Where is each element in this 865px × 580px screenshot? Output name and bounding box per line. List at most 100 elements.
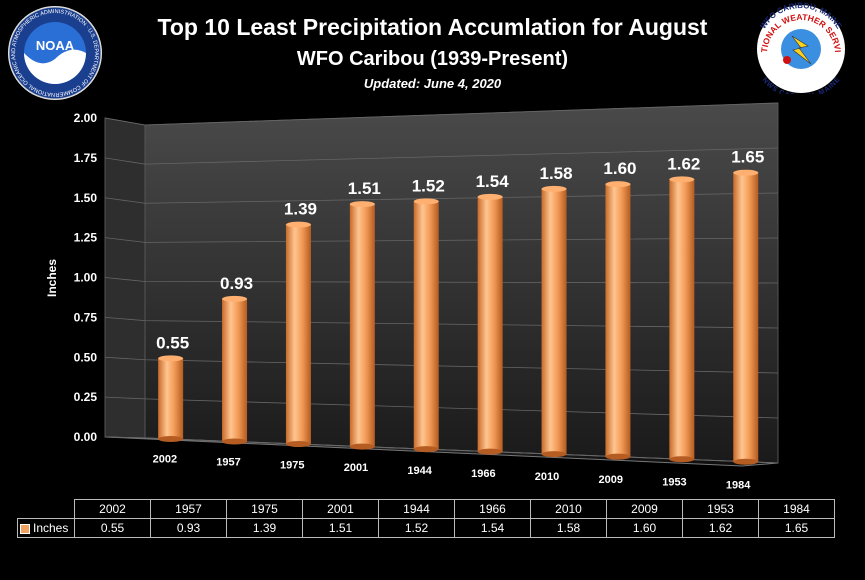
bar — [669, 176, 695, 463]
bar-base — [285, 441, 311, 448]
data-table-corner — [17, 499, 75, 519]
bar-body — [222, 298, 248, 442]
y-tick-label: 0.00 — [74, 430, 98, 444]
x-tick-label: 1984 — [726, 480, 751, 492]
bar-base — [158, 436, 184, 443]
data-table-header-cell: 1953 — [682, 499, 759, 519]
data-table-header-cell: 2009 — [606, 499, 683, 519]
data-table-value-cell: 1.51 — [302, 518, 379, 538]
data-table-header-cell: 2001 — [302, 499, 379, 519]
gridline — [104, 396, 779, 419]
bar — [541, 185, 567, 458]
bar-base — [541, 451, 567, 458]
nws-logo: WFO CARIBOU, MAINE NATIONAL WEATHER SERV… — [742, 2, 845, 94]
data-table: 2002 1957 1975 2001 1944 1966 2010 2009 1953 1984… — [17, 499, 835, 538]
bar-base — [477, 448, 503, 455]
x-axis-ticks: 2002 1957 1975 2001 1944 1966 2010 2009 1953 1984 — [153, 453, 752, 491]
x-tick-label: 2010 — [535, 471, 559, 483]
data-labels: 0.55 0.93 1.39 1.51 1.52 1.54 1.58 1.60 1.62 1.65 — [156, 148, 764, 353]
data-table-value-cell: 1.62 — [682, 518, 759, 538]
legend-swatch — [20, 523, 30, 534]
data-table-value-cell: 1.58 — [530, 518, 607, 538]
gridline — [104, 102, 779, 126]
chart-title: Top 10 Least Precipitation Accumlation f… — [157, 14, 708, 40]
y-tick-label: 1.00 — [74, 271, 98, 285]
data-table-header-cell: 1957 — [150, 499, 227, 519]
y-tick-label: 0.75 — [74, 310, 98, 324]
gridline — [104, 237, 779, 243]
data-table-value-cell: 1.60 — [606, 518, 683, 538]
data-label: 1.54 — [476, 172, 510, 191]
data-table-value-cell: 1.54 — [454, 518, 531, 538]
bar-top — [158, 355, 184, 362]
data-table-header-cell: 1975 — [226, 499, 303, 519]
bar-top — [669, 176, 695, 183]
x-tick-label: 1953 — [662, 477, 686, 489]
x-tick-label: 1944 — [407, 465, 432, 477]
data-table-value-cell: 0.93 — [150, 518, 227, 538]
y-tick-label: 2.00 — [74, 111, 98, 125]
data-label: 0.55 — [156, 333, 189, 352]
y-tick-label: 1.25 — [74, 231, 98, 245]
data-label: 1.58 — [540, 164, 573, 183]
bar-top — [413, 198, 439, 205]
noaa-logo: NATIONAL OCEANIC AND ATMOSPHERIC ADMINIS… — [6, 4, 102, 100]
bar-top — [285, 221, 311, 228]
data-table-header-row: 2002 1957 1975 2001 1944 1966 2010 2009 1953 1984 — [17, 499, 835, 519]
gridline — [104, 147, 779, 165]
bar-base — [733, 458, 759, 465]
bar-body — [477, 196, 503, 452]
noaa-logo-text: NOAA — [36, 38, 75, 53]
y-axis-label: Inches — [45, 259, 59, 297]
data-table-series-label: Inches — [17, 518, 75, 538]
gridline — [104, 436, 779, 464]
data-table-header-cell: 2002 — [74, 499, 151, 519]
series-name: Inches — [33, 521, 69, 535]
data-table-header-cell: 2010 — [530, 499, 607, 519]
chart-area: 0.00 0.25 0.50 0.75 1.00 1.25 1.50 1.75 2.00 Inc… — [45, 102, 779, 492]
bar-body — [605, 184, 631, 457]
data-label: 1.52 — [412, 176, 445, 195]
x-tick-label: 2002 — [153, 453, 177, 465]
data-label: 1.39 — [284, 200, 317, 219]
bar — [413, 198, 439, 453]
chart-subtitle: WFO Caribou (1939-Present) — [296, 48, 569, 70]
bar — [349, 201, 375, 450]
data-table-value-cell: 1.65 — [758, 518, 835, 538]
gridlines — [104, 102, 779, 464]
bar — [285, 221, 311, 448]
data-table-header-cell: 1984 — [758, 499, 835, 519]
bar-top — [733, 169, 759, 176]
bar-base — [669, 456, 695, 463]
bar-body — [541, 188, 567, 455]
x-tick-label: 2001 — [344, 462, 368, 474]
gridline — [104, 277, 779, 284]
x-tick-label: 1975 — [280, 459, 304, 471]
bar-top — [477, 193, 503, 200]
data-table-value-cell: 1.39 — [226, 518, 303, 538]
bars — [158, 169, 759, 465]
data-label: 1.62 — [667, 154, 700, 173]
data-label: 1.60 — [603, 159, 636, 178]
updated-date: Updated: June 4, 2020 — [363, 76, 502, 91]
bar-top — [605, 181, 631, 188]
y-tick-label: 1.75 — [74, 151, 98, 165]
x-tick-label: 2009 — [599, 474, 623, 486]
bar-body — [158, 358, 184, 440]
bar-base — [349, 443, 375, 450]
bar-body — [669, 179, 695, 460]
bar-top — [222, 295, 248, 302]
y-axis-ticks: 0.00 0.25 0.50 0.75 1.00 1.25 1.50 1.75 2.00 — [74, 111, 98, 444]
bar-body — [413, 201, 439, 450]
bar — [158, 355, 184, 443]
x-tick-label: 1957 — [216, 456, 240, 468]
data-label: 1.51 — [348, 179, 381, 198]
bar-body — [733, 172, 759, 462]
gridline — [104, 192, 779, 204]
bar — [222, 295, 248, 445]
bar-body — [349, 204, 375, 447]
bar-body — [285, 224, 311, 445]
data-label: 1.65 — [731, 148, 764, 167]
bar — [733, 169, 759, 465]
bar-top — [541, 185, 567, 192]
